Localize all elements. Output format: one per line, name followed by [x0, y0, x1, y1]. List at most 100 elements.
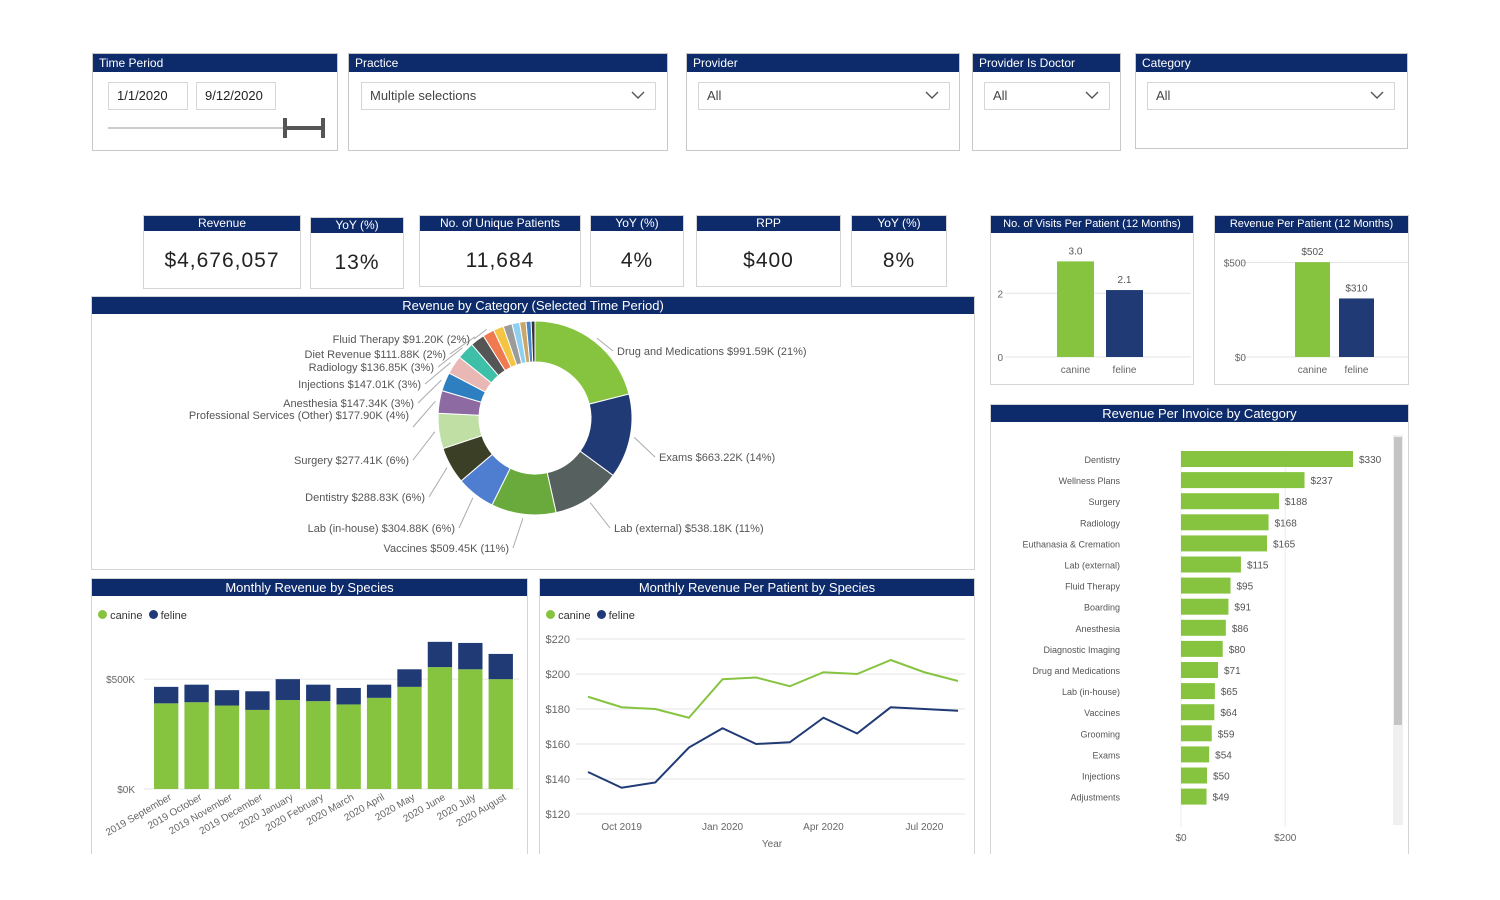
bar — [1181, 598, 1229, 615]
end-date-input[interactable]: 9/12/2020 — [196, 82, 276, 110]
line-feline — [587, 706, 959, 789]
scrollbar-thumb[interactable] — [1394, 437, 1402, 725]
bar-canine — [458, 669, 483, 789]
slice-label: Diet Revenue $111.88K (2%) — [305, 349, 446, 361]
bar-canine — [306, 701, 331, 789]
bar — [1181, 514, 1269, 531]
category-filter: Category All — [1135, 53, 1408, 149]
date-slider-start-handle[interactable] — [283, 118, 287, 138]
bar — [1181, 683, 1215, 700]
monthly-rpp-title: Monthly Revenue Per Patient by Species — [540, 579, 974, 596]
category-dropdown-value: All — [1156, 88, 1171, 103]
date-slider-track[interactable] — [108, 127, 324, 129]
provider-dropdown[interactable]: All — [698, 82, 950, 110]
bar — [1181, 556, 1241, 573]
revenue-per-patient-title: Revenue Per Patient (12 Months) — [1215, 216, 1408, 233]
date-slider-range — [285, 126, 323, 130]
revenue-by-category-title: Revenue by Category (Selected Time Perio… — [92, 297, 974, 314]
revenue-card: Revenue $4,676,057 — [143, 215, 301, 289]
date-slider-end-handle[interactable] — [321, 118, 325, 138]
legend-feline-dot — [596, 610, 606, 619]
data-label: $65 — [1221, 687, 1238, 698]
practice-dropdown[interactable]: Multiple selections — [361, 82, 656, 110]
data-label: $86 — [1232, 624, 1249, 635]
provider-is-doctor-dropdown[interactable]: All — [984, 82, 1110, 110]
bar-feline — [154, 686, 179, 704]
y-tick-label: $180 — [546, 704, 570, 716]
category-label: Euthanasia & Cremation — [1022, 539, 1120, 549]
revenue-per-invoice-panel: Revenue Per Invoice by Category $0 $200 De… — [990, 404, 1409, 854]
slice-label: Surgery $277.41K (6%) — [294, 455, 409, 467]
leader-line — [473, 328, 487, 340]
unique-patients-label: No. of Unique Patients — [420, 216, 580, 231]
bar — [1181, 493, 1279, 510]
legend-feline-dot — [148, 610, 158, 619]
revenue-yoy-value: 13% — [334, 251, 380, 274]
y-tick-label: $200 — [546, 669, 570, 681]
legend-canine-dot — [546, 610, 555, 619]
y-tick-label: $140 — [546, 774, 570, 786]
bar-canine — [1057, 261, 1094, 357]
leader-line — [412, 431, 436, 461]
bar-canine — [184, 702, 209, 789]
time-period-filter: Time Period 1/1/2020 9/12/2020 — [92, 53, 338, 151]
slice-label: Anesthesia $147.34K (3%) — [283, 398, 414, 410]
bar-feline — [275, 679, 300, 701]
donut-slice — [534, 320, 630, 405]
bar — [1181, 746, 1210, 763]
data-label: $237 — [1311, 476, 1334, 487]
chevron-down-icon — [1085, 91, 1099, 99]
x-tick-label: canine — [1298, 365, 1328, 376]
provider-is-doctor-label: Provider Is Doctor — [973, 54, 1120, 72]
patients-yoy-card: YoY (%) 4% — [590, 215, 684, 287]
provider-dropdown-value: All — [707, 88, 722, 103]
patients-yoy-value: 4% — [620, 249, 654, 272]
bar — [1181, 451, 1353, 467]
slice-label: Dentistry $288.83K (6%) — [305, 492, 425, 504]
bar — [1181, 472, 1305, 489]
bar-canine — [275, 700, 300, 789]
slice-label: Exams $663.22K (14%) — [659, 452, 775, 464]
category-label: Category — [1136, 54, 1407, 72]
x-tick-label: feline — [1113, 365, 1137, 376]
provider-is-doctor-filter: Provider Is Doctor All — [972, 53, 1121, 151]
start-date-input[interactable]: 1/1/2020 — [108, 82, 188, 110]
monthly-rpp-chart: $120 $140 $160 $180 $200 $220 Oct 2019 Jan 2020… — [546, 634, 965, 850]
legend-canine-label: canine — [110, 610, 143, 622]
bar-canine — [397, 686, 422, 789]
category-label: Adjustments — [1070, 793, 1120, 803]
time-period-label: Time Period — [93, 54, 337, 72]
x-tick-label: canine — [1061, 365, 1091, 376]
data-label: 3.0 — [1069, 246, 1083, 257]
x-axis-label: Year — [762, 839, 783, 850]
y-tick-label: $160 — [546, 739, 570, 751]
bar — [1181, 662, 1219, 678]
data-label: $95 — [1237, 582, 1254, 593]
slice-label: Fluid Therapy $91.20K (2%) — [333, 334, 470, 346]
y-tick-label: 2 — [997, 289, 1003, 300]
visits-per-patient-panel: No. of Visits Per Patient (12 Months) 0 2… — [990, 215, 1194, 385]
data-label: $115 — [1247, 561, 1269, 572]
category-label: Lab (external) — [1064, 561, 1120, 571]
slice-label: Radiology $136.85K (3%) — [309, 362, 434, 374]
unique-patients-card: No. of Unique Patients 11,684 — [419, 215, 581, 287]
practice-filter: Practice Multiple selections — [348, 53, 668, 151]
category-label: Anesthesia — [1075, 624, 1120, 634]
bar-feline — [1106, 290, 1143, 357]
bar-feline — [427, 641, 453, 668]
data-label: $64 — [1220, 708, 1237, 719]
slice-label: Vaccines $509.45K (11%) — [383, 543, 509, 555]
category-dropdown[interactable]: All — [1147, 82, 1395, 110]
provider-label: Provider — [687, 54, 959, 72]
line-canine — [587, 658, 959, 719]
bar-feline — [306, 684, 331, 702]
leader-line — [512, 518, 524, 549]
bar-feline — [336, 687, 361, 705]
bar — [1181, 788, 1207, 805]
bar — [1181, 725, 1212, 742]
data-label: $330 — [1359, 455, 1382, 466]
category-label: Dentistry — [1084, 455, 1120, 465]
data-label: 2.1 — [1118, 275, 1132, 286]
revenue-per-invoice-chart: $0 $200 Dentistry $330 Wellness Plans $237 Sur… — [1022, 450, 1382, 844]
